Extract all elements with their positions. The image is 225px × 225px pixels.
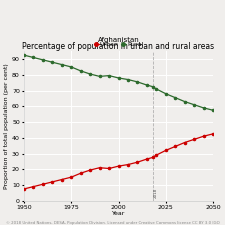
Point [70, 175, 73, 179]
Point [98, 166, 101, 169]
Point [173, 96, 177, 99]
Point [22, 53, 26, 57]
Point [202, 134, 205, 138]
Point [164, 148, 168, 152]
Point [155, 87, 158, 91]
Point [88, 72, 92, 76]
Point [32, 185, 35, 188]
Y-axis label: Proportion of total population (per cent): Proportion of total population (per cent… [4, 63, 9, 189]
Text: © 2018 United Nations, DESA, Population Division. Licensed under Creative Common: © 2018 United Nations, DESA, Population … [6, 221, 219, 225]
Point [107, 167, 111, 170]
Point [183, 141, 187, 144]
Point [22, 187, 26, 191]
Point [60, 63, 64, 66]
Point [98, 75, 101, 78]
Point [51, 61, 54, 64]
Point [202, 106, 205, 110]
Point [145, 83, 149, 87]
Point [117, 164, 120, 168]
Point [211, 108, 215, 112]
Point [79, 171, 83, 175]
Point [126, 78, 130, 81]
X-axis label: Year: Year [112, 211, 125, 216]
Point [164, 92, 168, 95]
Point [51, 180, 54, 184]
Point [117, 76, 120, 80]
Point [126, 163, 130, 166]
Point [136, 160, 139, 164]
Point [151, 85, 154, 88]
Point [79, 69, 83, 73]
Point [32, 56, 35, 59]
Point [151, 156, 154, 159]
Point [70, 65, 73, 69]
Point [192, 137, 196, 141]
Point [211, 132, 215, 136]
Point [145, 157, 149, 161]
Point [192, 103, 196, 106]
Point [107, 74, 111, 77]
Title: Percentage of population in urban and rural areas: Percentage of population in urban and ru… [22, 42, 215, 51]
Point [173, 145, 177, 148]
Point [155, 153, 158, 157]
Point [136, 80, 139, 84]
Point [41, 58, 45, 62]
Text: Afghanistan: Afghanistan [98, 37, 139, 43]
Legend: Urban, Rural: Urban, Rural [91, 39, 146, 50]
Point [60, 178, 64, 181]
Point [88, 168, 92, 172]
Text: 2018: 2018 [153, 188, 158, 198]
Point [183, 100, 187, 103]
Point [41, 182, 45, 186]
